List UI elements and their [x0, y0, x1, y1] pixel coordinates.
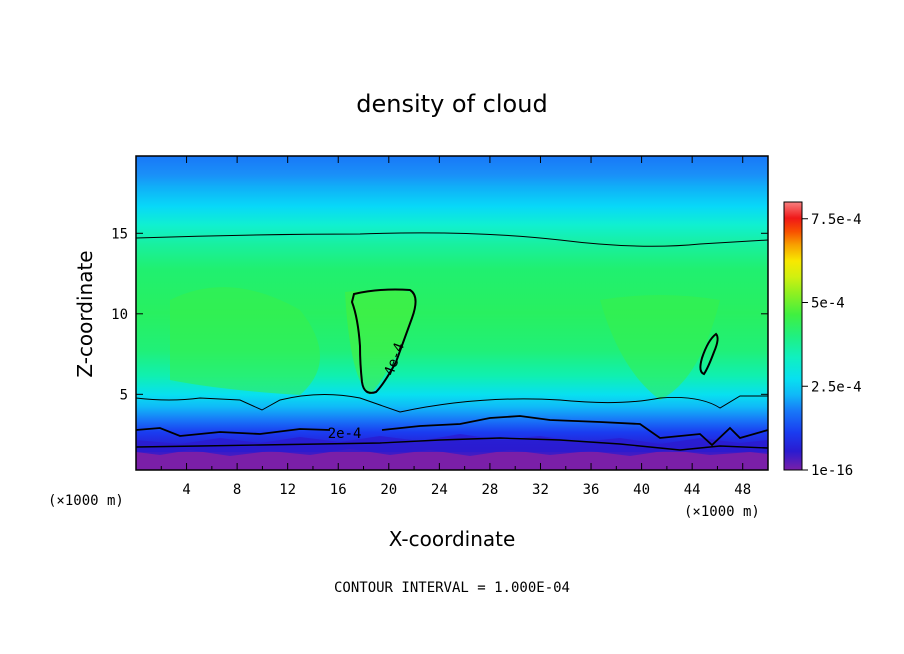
field-patch-right	[600, 295, 720, 400]
colorbar-tick-label: 5e-4	[811, 296, 845, 312]
x-tick-label: 44	[684, 482, 701, 498]
z-unit-label: (×1000 m)	[48, 493, 124, 509]
colorbar-tick-label: 7.5e-4	[811, 212, 862, 228]
colorbar-ticks: 1e-16 2.5e-4 5e-4 7.5e-4	[802, 212, 862, 479]
field-patch-core	[345, 289, 417, 395]
chart-title: density of cloud	[356, 90, 547, 118]
x-tick-label: 36	[583, 482, 600, 498]
field-band-bottom	[136, 449, 768, 470]
x-tick-label: 48	[734, 482, 751, 498]
plot-frame	[135, 155, 769, 471]
x-unit-label: (×1000 m)	[684, 504, 760, 520]
contour-4e-4-left	[350, 288, 417, 394]
colorbar	[783, 201, 803, 471]
x-tick-label: 32	[532, 482, 549, 498]
contour-line-low	[135, 437, 769, 451]
contour-label: 2e-4	[328, 426, 362, 442]
colorbar-tick-label: 2.5e-4	[811, 379, 862, 395]
contour-4e-4-right	[699, 332, 719, 376]
x-tick-label: 28	[481, 482, 498, 498]
x-axis: 4 8 12 16 20 24 28 32 36 40 44 48	[160, 156, 751, 498]
colorbar-tick-label: 1e-16	[811, 463, 853, 479]
contour-line-2e-4	[135, 415, 769, 447]
contour-interval-note: CONTOUR INTERVAL = 1.000E-04	[334, 580, 570, 596]
x-tick-label: 20	[380, 482, 397, 498]
field-band-blue	[136, 434, 768, 452]
density-field	[136, 156, 768, 470]
y-tick-label: 5	[120, 387, 128, 403]
x-tick-label: 40	[633, 482, 650, 498]
x-tick-label: 24	[431, 482, 448, 498]
x-tick-label: 12	[279, 482, 296, 498]
x-tick-label: 4	[182, 482, 190, 498]
contours	[135, 232, 769, 451]
contour-line-mid	[135, 393, 768, 413]
y-axis: 5 10 15	[111, 226, 768, 403]
x-axis-title: X-coordinate	[389, 527, 516, 551]
y-tick-label: 10	[111, 307, 128, 323]
x-tick-label: 8	[233, 482, 241, 498]
contour-line-top	[135, 232, 769, 247]
y-tick-label: 15	[111, 226, 128, 242]
y-axis-title: Z-coordinate	[73, 250, 97, 377]
x-tick-label: 16	[330, 482, 347, 498]
field-patch-left	[170, 287, 320, 395]
